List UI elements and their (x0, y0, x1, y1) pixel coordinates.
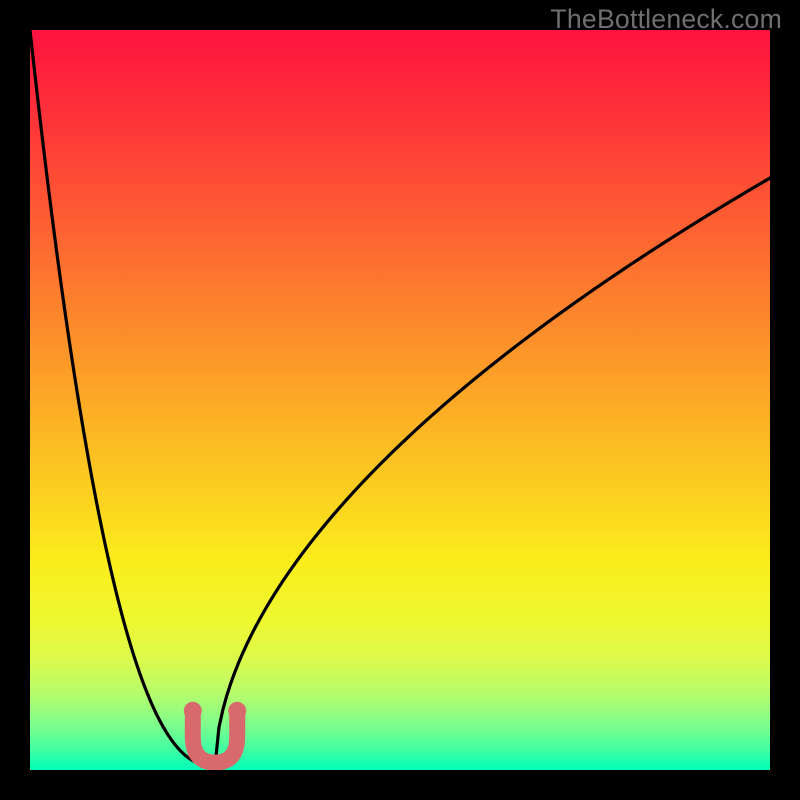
gradient-background (30, 30, 770, 770)
trough-marker-dot-1 (228, 702, 246, 720)
chart-svg (30, 30, 770, 770)
watermark-text: TheBottleneck.com (550, 4, 782, 35)
trough-marker-dot-0 (184, 702, 202, 720)
chart-plot-area (30, 30, 770, 770)
chart-frame: TheBottleneck.com (0, 0, 800, 800)
